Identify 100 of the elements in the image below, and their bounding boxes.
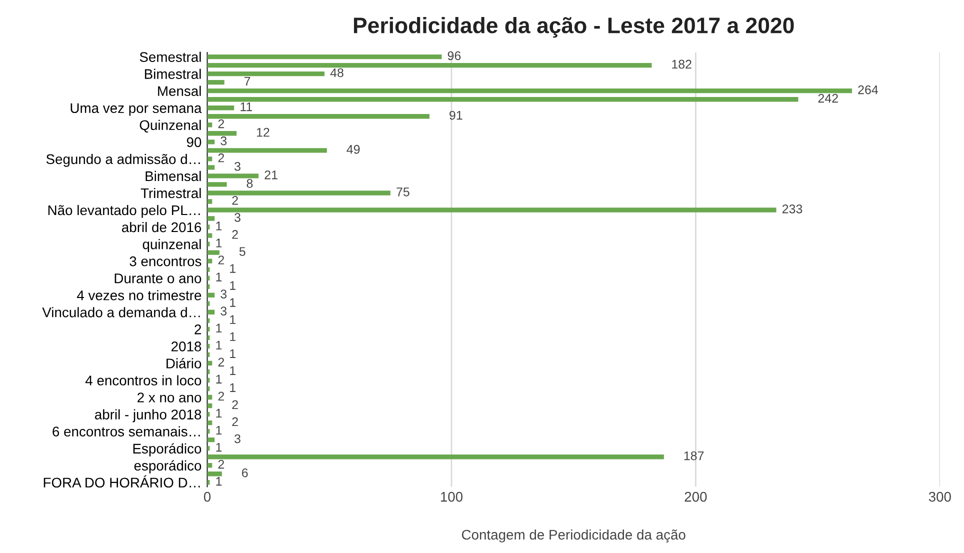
- data-label: 1: [216, 477, 222, 486]
- data-label: 1: [230, 264, 236, 273]
- bar: [207, 216, 215, 221]
- data-label: 2: [218, 256, 224, 264]
- y-tick-label: 2 x no ano: [138, 392, 202, 402]
- data-label: 5: [239, 247, 246, 256]
- y-tick-label: Vinculado a demanda d…: [42, 307, 200, 318]
- data-label: 264: [858, 85, 878, 94]
- data-label: 3: [234, 213, 240, 222]
- data-label: 187: [684, 451, 704, 460]
- data-label: 1: [230, 281, 236, 290]
- bar: [207, 62, 652, 68]
- y-tick-label: Diário: [166, 358, 202, 368]
- data-label: 2: [232, 417, 238, 426]
- bar: [207, 454, 664, 460]
- bar: [207, 190, 390, 196]
- x-tick-label: 200: [684, 492, 707, 502]
- bar: [207, 156, 212, 162]
- bar: [207, 80, 224, 85]
- data-label: 1: [230, 332, 236, 341]
- y-tick-label: 2: [194, 324, 202, 334]
- y-tick-label: abril de 2016: [122, 222, 202, 232]
- y-tick-label: 90: [186, 137, 202, 148]
- bar: [207, 437, 215, 442]
- y-tick-label: 3 encontros: [130, 256, 202, 266]
- y-tick-label: 2018: [172, 342, 202, 352]
- data-label: 48: [330, 68, 344, 78]
- data-label: 96: [448, 51, 461, 60]
- bar: [207, 148, 327, 153]
- bar: [207, 310, 215, 314]
- data-label: 182: [672, 60, 692, 69]
- data-label: 1: [216, 426, 222, 435]
- data-label: 2: [218, 119, 224, 128]
- data-label: 2: [218, 392, 224, 400]
- chart-title: Periodicidade da ação - Leste 2017 a 2020: [354, 16, 794, 38]
- data-label: 1: [216, 340, 222, 350]
- data-label: 7: [244, 76, 250, 86]
- bar: [207, 131, 237, 136]
- x-tick-label: 0: [204, 492, 211, 502]
- data-label: 1: [216, 324, 222, 332]
- data-label: 242: [818, 94, 838, 103]
- data-label: 3: [220, 306, 227, 316]
- data-label: 2: [232, 196, 238, 205]
- data-label: 1: [216, 272, 222, 282]
- data-label: 75: [396, 188, 410, 196]
- data-label: 8: [246, 178, 253, 188]
- data-label: 3: [220, 290, 227, 298]
- data-label: 1: [216, 374, 222, 384]
- data-label: 1: [216, 222, 222, 230]
- bar: [207, 250, 220, 255]
- bar: [207, 114, 430, 119]
- y-tick-label: FORA DO HORÁRIO D…: [44, 475, 200, 488]
- y-tick-label: Mensal: [158, 86, 201, 96]
- y-tick-label: Semestral: [140, 52, 201, 62]
- data-label: 3: [234, 434, 240, 444]
- data-label: 12: [256, 128, 270, 137]
- y-tick-label: 4 vezes no trimestre: [76, 290, 202, 300]
- data-label: 2: [218, 460, 224, 469]
- y-tick-label: Bimestral: [144, 68, 201, 79]
- bar: [207, 106, 234, 110]
- y-tick-label: Esporádico: [133, 443, 202, 456]
- data-label: 2: [232, 400, 238, 410]
- bar: [207, 208, 776, 212]
- y-tick-label: esporádico: [134, 460, 202, 474]
- x-tick-label: 100: [440, 492, 463, 502]
- y-tick-label: abril - junho 2018: [94, 409, 202, 422]
- y-tick-label: quinzenal: [142, 239, 201, 252]
- bar: [207, 258, 212, 264]
- y-tick-label: Quinzenal: [140, 120, 201, 133]
- bar: [207, 472, 222, 476]
- data-label: 49: [346, 144, 360, 154]
- y-tick-label: Bimensal: [146, 170, 201, 182]
- x-tick-label: 300: [928, 492, 951, 502]
- y-tick-label: 4 encontros in loco: [85, 375, 202, 386]
- y-tick-label: Não levantado pelo PL…: [48, 204, 200, 218]
- data-label: 11: [240, 102, 252, 112]
- bar: [207, 165, 215, 170]
- data-label: 1: [230, 298, 236, 307]
- bar: [207, 233, 212, 238]
- bar: [207, 71, 324, 76]
- bar: [207, 88, 852, 94]
- bar: [207, 292, 215, 298]
- data-label: 1: [216, 442, 222, 452]
- data-label: 1: [216, 408, 222, 418]
- y-tick-label: Segundo a admissão d…: [46, 154, 200, 167]
- data-label: 1: [230, 383, 236, 392]
- data-label: 3: [234, 162, 240, 171]
- data-label: 1: [230, 366, 236, 375]
- data-label: 1: [230, 315, 236, 324]
- x-axis-title: Contagem de Periodicidade da ação: [462, 529, 686, 542]
- bar: [207, 140, 215, 144]
- data-label: 6: [242, 468, 248, 478]
- y-tick-label: Uma vez por semana: [70, 103, 202, 116]
- data-label: 91: [450, 110, 462, 120]
- data-label: 1: [216, 238, 222, 248]
- bar: [207, 182, 227, 187]
- y-tick-label: Durante o ano: [114, 274, 202, 284]
- bar: [207, 97, 798, 102]
- bar: [207, 174, 259, 178]
- data-label: 2: [218, 153, 224, 162]
